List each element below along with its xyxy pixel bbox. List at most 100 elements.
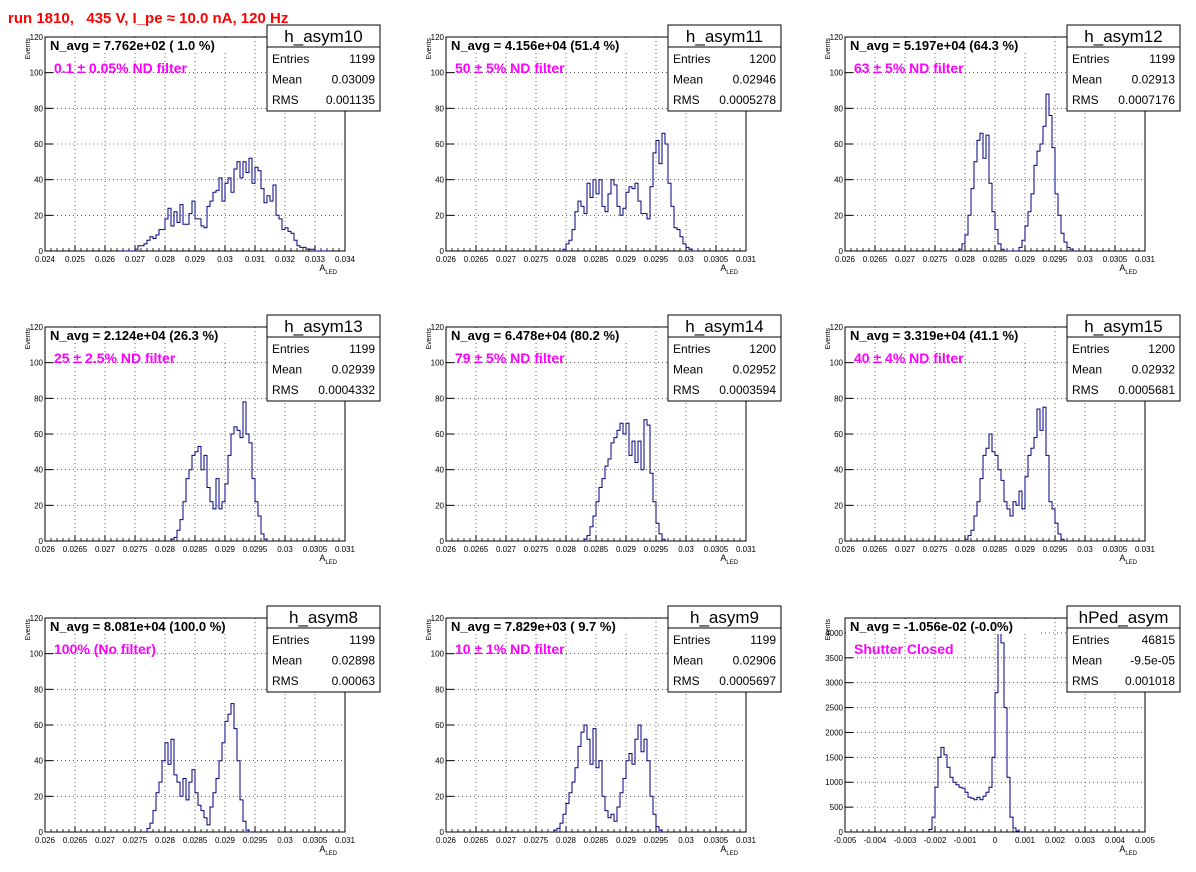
stats-value-entries: 1200	[749, 342, 776, 356]
y-tick-label: 60	[435, 430, 444, 439]
x-tick-label: 0.03	[1077, 545, 1093, 554]
x-tick-label: 0.004	[1105, 836, 1126, 845]
stats-value-rms: 0.00063	[332, 674, 376, 688]
x-tick-label: 0.0275	[123, 836, 148, 845]
x-tick-label: 0.027	[496, 836, 517, 845]
navg-label: N_avg = -1.056e-02 (-0.0%)	[850, 619, 1013, 634]
filter-label: Shutter Closed	[854, 641, 954, 657]
filter-label: 63 ± 5% ND filter	[854, 60, 964, 76]
x-tick-label: 0.031	[335, 836, 356, 845]
x-tick-label: 0.031	[736, 836, 757, 845]
stats-label-mean: Mean	[1072, 73, 1102, 87]
stats-label-rms: RMS	[272, 383, 299, 397]
stats-value-rms: 0.001018	[1125, 674, 1175, 688]
x-axis-title-subscript: LED	[325, 851, 337, 857]
x-tick-label: 0.0305	[303, 545, 328, 554]
x-axis-title: ALED	[720, 844, 738, 857]
stats-value-entries: 1200	[1148, 342, 1175, 356]
histogram-panel-h_asym10: 0.024 0.025 0.026 0.027 0.028 0.029 0.03 0.031 0…	[25, 24, 381, 276]
y-tick-label: 20	[34, 792, 43, 801]
y-tick-label: 120	[830, 323, 844, 332]
stats-value-entries: 1199	[349, 52, 375, 66]
x-tick-label: 0.0285	[584, 836, 609, 845]
y-tick-label: 80	[435, 104, 444, 113]
y-tick-label: 0	[440, 537, 445, 546]
x-axis-title-subscript: LED	[325, 270, 337, 276]
histogram-name: h_asym9	[690, 608, 759, 627]
stats-value-entries: 1199	[349, 633, 375, 647]
x-tick-label: 0.033	[305, 255, 326, 264]
x-tick-label: 0.026	[35, 545, 56, 554]
y-tick-label: 60	[834, 430, 843, 439]
y-tick-label: 100	[30, 359, 44, 368]
x-tick-label: 0.03	[678, 255, 694, 264]
x-tick-label: 0.0265	[863, 255, 888, 264]
stats-value-rms: 0.0005697	[719, 674, 776, 688]
x-tick-label: 0.027	[496, 255, 517, 264]
stats-label-entries: Entries	[673, 342, 710, 356]
navg-background	[46, 38, 238, 53]
x-tick-label: 0.0265	[63, 836, 88, 845]
y-tick-label: 40	[834, 176, 843, 185]
stats-value-mean: 0.02898	[332, 654, 376, 668]
x-tick-label: 0.002	[1045, 836, 1066, 845]
stats-label-mean: Mean	[1072, 363, 1102, 377]
y-tick-label: 80	[435, 394, 444, 403]
run-header: run 1810, 435 V, I_pe ≈ 10.0 nA, 120 Hz	[8, 10, 289, 27]
x-tick-label: 0.031	[245, 255, 266, 264]
x-tick-label: 0.0285	[983, 255, 1008, 264]
y-axis-title: Events	[825, 38, 832, 60]
y-tick-label: 20	[435, 792, 444, 801]
x-tick-label: -0.005	[834, 836, 857, 845]
y-tick-label: 0	[39, 247, 44, 256]
y-tick-label: 0	[440, 828, 445, 837]
histogram-panel-h_asym12: 0.026 0.0265 0.027 0.0275 0.028 0.0285 0.029 0.…	[825, 24, 1181, 276]
stats-value-entries: 46815	[1142, 633, 1176, 647]
y-tick-label: 80	[34, 394, 43, 403]
navg-background	[846, 328, 1038, 343]
x-tick-label: 0.03	[1077, 255, 1093, 264]
x-axis-title-subscript: LED	[726, 270, 738, 276]
stats-box	[1066, 24, 1181, 112]
x-axis-title: ALED	[319, 844, 337, 857]
y-tick-label: 120	[431, 614, 445, 623]
navg-background	[846, 619, 1038, 634]
y-tick-label: 100	[830, 69, 844, 78]
x-tick-label: 0.028	[556, 545, 577, 554]
x-tick-label: 0	[993, 836, 998, 845]
stats-box	[667, 24, 782, 112]
stats-value-entries: 1199	[750, 633, 776, 647]
y-tick-label: 80	[34, 685, 43, 694]
navg-background	[46, 619, 238, 634]
stats-label-entries: Entries	[673, 52, 710, 66]
y-tick-label: 2500	[825, 704, 843, 713]
y-tick-label: 20	[834, 211, 843, 220]
stats-box	[266, 605, 381, 693]
x-tick-label: 0.0275	[524, 836, 549, 845]
y-tick-label: 0	[839, 537, 844, 546]
y-tick-label: 80	[34, 104, 43, 113]
x-tick-label: 0.024	[35, 255, 56, 264]
x-tick-label: 0.0275	[524, 545, 549, 554]
stats-box	[1066, 314, 1181, 402]
y-axis-title: Events	[426, 328, 433, 350]
x-tick-label: 0.03	[678, 545, 694, 554]
y-tick-label: 100	[30, 69, 44, 78]
histogram-name: h_asym15	[1084, 317, 1162, 336]
y-tick-label: 40	[34, 466, 43, 475]
x-tick-label: 0.0275	[923, 545, 948, 554]
stats-label-mean: Mean	[1072, 654, 1102, 668]
y-tick-label: 60	[834, 140, 843, 149]
x-tick-label: 0.0305	[303, 836, 328, 845]
stats-box	[266, 314, 381, 402]
stats-label-mean: Mean	[673, 654, 703, 668]
histogram-name: h_asym8	[289, 608, 358, 627]
x-tick-label: 0.031	[1135, 255, 1156, 264]
histogram-name: h_asym10	[284, 27, 362, 46]
stats-value-mean: 0.02906	[733, 654, 777, 668]
y-tick-label: 4000	[825, 629, 843, 638]
stats-label-mean: Mean	[272, 73, 302, 87]
x-tick-label: 0.029	[616, 836, 637, 845]
x-tick-label: 0.029	[185, 255, 206, 264]
